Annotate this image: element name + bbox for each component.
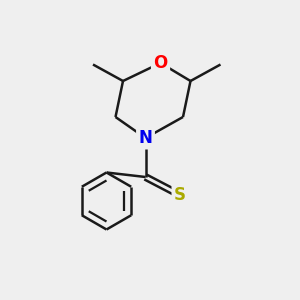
Text: O: O bbox=[153, 54, 168, 72]
Text: N: N bbox=[139, 129, 152, 147]
Text: S: S bbox=[174, 186, 186, 204]
